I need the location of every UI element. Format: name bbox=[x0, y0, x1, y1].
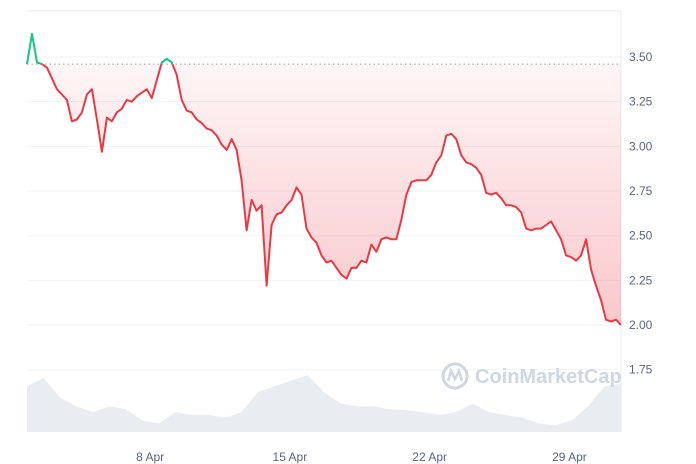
price-fill-area bbox=[42, 64, 621, 325]
y-tick-label: 3.25 bbox=[629, 95, 653, 109]
y-tick-label: 2.50 bbox=[629, 229, 653, 243]
y-tick-label: 3.00 bbox=[629, 139, 653, 153]
y-tick-label: 1.75 bbox=[629, 363, 653, 377]
y-tick-label: 2.00 bbox=[629, 318, 653, 332]
y-tick-label: 3.50 bbox=[629, 50, 653, 64]
y-tick-label: 2.75 bbox=[629, 184, 653, 198]
coinmarketcap-logo-mark bbox=[446, 367, 464, 382]
watermark: CoinMarketCap bbox=[441, 362, 622, 390]
price-line-below-baseline bbox=[27, 64, 622, 326]
y-tick-label: 2.25 bbox=[629, 273, 653, 287]
x-tick-label: 15 Apr bbox=[273, 450, 308, 464]
coinmarketcap-logo-icon bbox=[441, 362, 469, 390]
x-tick-label: 29 Apr bbox=[552, 450, 587, 464]
volume-area bbox=[27, 375, 621, 432]
x-tick-label: 22 Apr bbox=[412, 450, 447, 464]
x-tick-label: 8 Apr bbox=[136, 450, 164, 464]
watermark-text: CoinMarketCap bbox=[475, 366, 622, 388]
